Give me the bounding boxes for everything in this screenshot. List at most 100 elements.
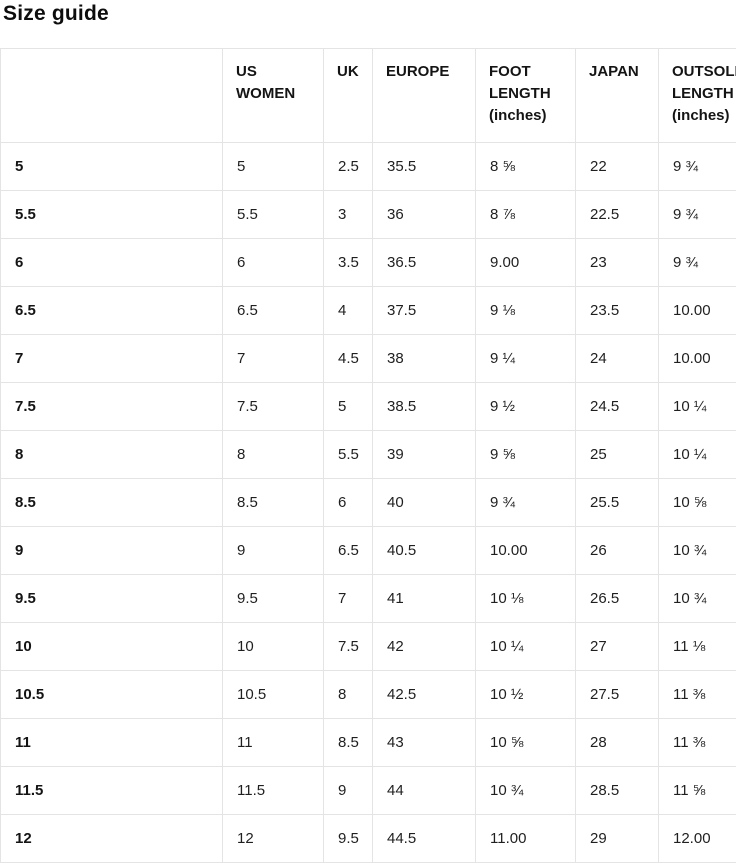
outsole-length-cell: 12.00 <box>658 814 736 863</box>
row-label: 7 <box>0 334 223 383</box>
europe-cell: 37.5 <box>372 286 476 335</box>
size-guide-table: US WOMEN UK EUROPE FOOT LENGTH (inches) … <box>0 48 736 863</box>
japan-cell: 28.5 <box>575 766 659 815</box>
table-row: 7.5 7.5 5 38.5 9 ½ 24.5 10 ¼ <box>0 382 736 431</box>
us-women-cell: 8.5 <box>222 478 324 527</box>
japan-cell: 23.5 <box>575 286 659 335</box>
us-women-cell: 6.5 <box>222 286 324 335</box>
japan-cell: 22.5 <box>575 190 659 239</box>
foot-length-cell: 9 ½ <box>475 382 576 431</box>
europe-cell: 42 <box>372 622 476 671</box>
japan-cell: 22 <box>575 142 659 191</box>
foot-length-cell: 10 ⅛ <box>475 574 576 623</box>
japan-cell: 29 <box>575 814 659 863</box>
row-label: 6.5 <box>0 286 223 335</box>
us-women-cell: 10.5 <box>222 670 324 719</box>
japan-cell: 24 <box>575 334 659 383</box>
us-women-cell: 5 <box>222 142 324 191</box>
us-women-cell: 11 <box>222 718 324 767</box>
row-label: 10 <box>0 622 223 671</box>
table-row: 12 12 9.5 44.5 11.00 29 12.00 <box>0 814 736 863</box>
europe-cell: 39 <box>372 430 476 479</box>
table-row: 6 6 3.5 36.5 9.00 23 9 ¾ <box>0 238 736 287</box>
column-header-foot-length: FOOT LENGTH (inches) <box>475 48 576 143</box>
outsole-length-cell: 11 ⅛ <box>658 622 736 671</box>
europe-cell: 38.5 <box>372 382 476 431</box>
japan-cell: 24.5 <box>575 382 659 431</box>
table-row: 10.5 10.5 8 42.5 10 ½ 27.5 11 ⅜ <box>0 670 736 719</box>
foot-length-cell: 10 ¼ <box>475 622 576 671</box>
uk-cell: 5.5 <box>323 430 373 479</box>
outsole-length-cell: 9 ¾ <box>658 190 736 239</box>
table-row: 10 10 7.5 42 10 ¼ 27 11 ⅛ <box>0 622 736 671</box>
outsole-length-cell: 11 ⅜ <box>658 718 736 767</box>
europe-cell: 42.5 <box>372 670 476 719</box>
europe-cell: 43 <box>372 718 476 767</box>
page-title: Size guide <box>3 2 109 25</box>
column-header-us-women: US WOMEN <box>222 48 324 143</box>
row-label: 9 <box>0 526 223 575</box>
outsole-length-cell: 10 ¼ <box>658 382 736 431</box>
column-header-size <box>0 48 223 143</box>
japan-cell: 27 <box>575 622 659 671</box>
uk-cell: 6.5 <box>323 526 373 575</box>
foot-length-cell: 9 ⅝ <box>475 430 576 479</box>
table-row: 9 9 6.5 40.5 10.00 26 10 ¾ <box>0 526 736 575</box>
row-label: 11.5 <box>0 766 223 815</box>
foot-length-cell: 9 ⅛ <box>475 286 576 335</box>
row-label: 5 <box>0 142 223 191</box>
japan-cell: 27.5 <box>575 670 659 719</box>
table-row: 6.5 6.5 4 37.5 9 ⅛ 23.5 10.00 <box>0 286 736 335</box>
uk-cell: 7 <box>323 574 373 623</box>
table-row: 7 7 4.5 38 9 ¼ 24 10.00 <box>0 334 736 383</box>
us-women-cell: 11.5 <box>222 766 324 815</box>
uk-cell: 5 <box>323 382 373 431</box>
row-label: 8.5 <box>0 478 223 527</box>
foot-length-cell: 11.00 <box>475 814 576 863</box>
japan-cell: 26 <box>575 526 659 575</box>
row-label: 8 <box>0 430 223 479</box>
uk-cell: 9 <box>323 766 373 815</box>
europe-cell: 44.5 <box>372 814 476 863</box>
outsole-length-cell: 11 ⅝ <box>658 766 736 815</box>
row-label: 12 <box>0 814 223 863</box>
row-label: 6 <box>0 238 223 287</box>
table-row: 8 8 5.5 39 9 ⅝ 25 10 ¼ <box>0 430 736 479</box>
europe-cell: 36.5 <box>372 238 476 287</box>
europe-cell: 38 <box>372 334 476 383</box>
row-label: 10.5 <box>0 670 223 719</box>
europe-cell: 36 <box>372 190 476 239</box>
outsole-length-cell: 9 ¾ <box>658 238 736 287</box>
foot-length-cell: 10.00 <box>475 526 576 575</box>
uk-cell: 4.5 <box>323 334 373 383</box>
row-label: 7.5 <box>0 382 223 431</box>
japan-cell: 25 <box>575 430 659 479</box>
outsole-length-cell: 10 ¾ <box>658 574 736 623</box>
uk-cell: 9.5 <box>323 814 373 863</box>
foot-length-cell: 9 ¼ <box>475 334 576 383</box>
foot-length-cell: 8 ⅞ <box>475 190 576 239</box>
uk-cell: 8 <box>323 670 373 719</box>
foot-length-cell: 10 ½ <box>475 670 576 719</box>
outsole-length-cell: 10 ⅝ <box>658 478 736 527</box>
japan-cell: 28 <box>575 718 659 767</box>
outsole-length-cell: 10 ¼ <box>658 430 736 479</box>
europe-cell: 35.5 <box>372 142 476 191</box>
row-label: 11 <box>0 718 223 767</box>
table-row: 8.5 8.5 6 40 9 ¾ 25.5 10 ⅝ <box>0 478 736 527</box>
japan-cell: 23 <box>575 238 659 287</box>
outsole-length-cell: 10 ¾ <box>658 526 736 575</box>
table-row: 11.5 11.5 9 44 10 ¾ 28.5 11 ⅝ <box>0 766 736 815</box>
japan-cell: 26.5 <box>575 574 659 623</box>
table-row: 11 11 8.5 43 10 ⅝ 28 11 ⅜ <box>0 718 736 767</box>
table-row: 5 5 2.5 35.5 8 ⅝ 22 9 ¾ <box>0 142 736 191</box>
europe-cell: 41 <box>372 574 476 623</box>
header-row: US WOMEN UK EUROPE FOOT LENGTH (inches) … <box>0 48 736 143</box>
foot-length-cell: 10 ⅝ <box>475 718 576 767</box>
us-women-cell: 8 <box>222 430 324 479</box>
column-header-europe: EUROPE <box>372 48 476 143</box>
column-header-outsole-length: OUTSOLE LENGTH (inches) <box>658 48 736 143</box>
us-women-cell: 6 <box>222 238 324 287</box>
table-row: 5.5 5.5 3 36 8 ⅞ 22.5 9 ¾ <box>0 190 736 239</box>
foot-length-cell: 8 ⅝ <box>475 142 576 191</box>
